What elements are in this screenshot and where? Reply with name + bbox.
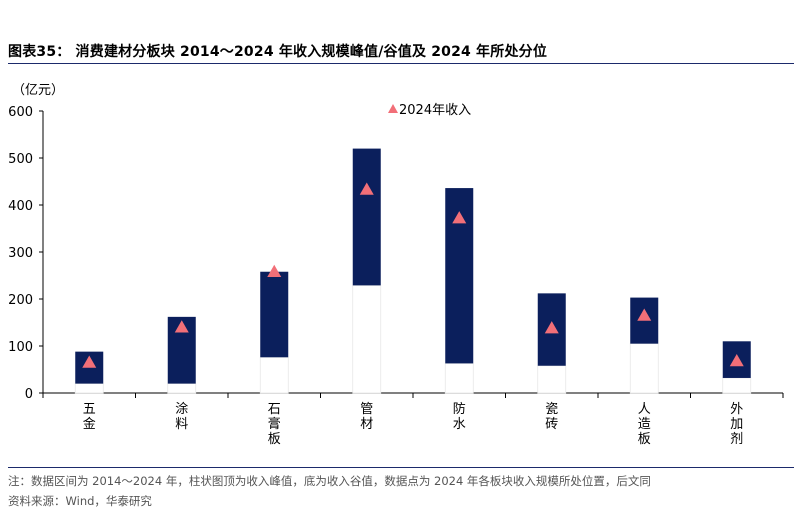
bar-base	[722, 377, 752, 394]
marker-2024	[174, 320, 189, 333]
x-category-label: 五金	[83, 402, 96, 432]
bar-base	[74, 383, 104, 394]
marker-2024	[637, 308, 652, 321]
marker-2024	[729, 354, 744, 367]
x-category-label: 石膏板	[268, 402, 281, 447]
legend: 2024年收入	[388, 103, 471, 118]
x-category-label: 人造板	[638, 402, 651, 447]
y-tick-label: 0	[25, 387, 33, 402]
range-bar	[260, 271, 289, 358]
title-divider	[8, 63, 794, 64]
marker-2024	[452, 211, 467, 224]
legend-label: 2024年收入	[399, 103, 471, 118]
marker-2024	[267, 264, 282, 277]
y-tick-label: 500	[8, 152, 33, 167]
bar-base	[259, 356, 289, 394]
y-tick-label: 600	[8, 105, 33, 120]
footer-divider	[8, 467, 794, 468]
x-category-label: 瓷砖	[545, 402, 558, 432]
bar-base	[167, 383, 197, 394]
x-category-label: 防水	[453, 401, 466, 432]
y-tick-label: 300	[8, 246, 33, 261]
x-category-label: 管材	[360, 402, 373, 432]
y-tick-label: 100	[8, 340, 33, 355]
x-category-label: 外加剂	[730, 402, 743, 447]
marker-2024	[359, 182, 374, 195]
bar-base	[629, 343, 659, 394]
x-category-label: 涂料	[175, 401, 188, 432]
y-tick-label: 400	[8, 199, 33, 214]
y-unit-label: （亿元）	[12, 83, 64, 98]
chart-note: 注：数据区间为 2014～2024 年，柱状图顶为收入峰值，底为收入谷值，数据点…	[8, 474, 651, 488]
bar-base	[444, 362, 474, 394]
marker-2024	[544, 321, 559, 334]
legend-marker	[388, 104, 398, 113]
range-bar	[352, 148, 381, 286]
figure-title: 图表35： 消费建材分板块 2014～2024 年收入规模峰值/谷值及 2024…	[8, 44, 548, 60]
bar-base	[352, 284, 382, 394]
marker-2024	[82, 355, 97, 368]
y-tick-label: 200	[8, 293, 33, 308]
bar-base	[537, 365, 567, 394]
data-source: 资料来源：Wind，华泰研究	[8, 494, 152, 508]
